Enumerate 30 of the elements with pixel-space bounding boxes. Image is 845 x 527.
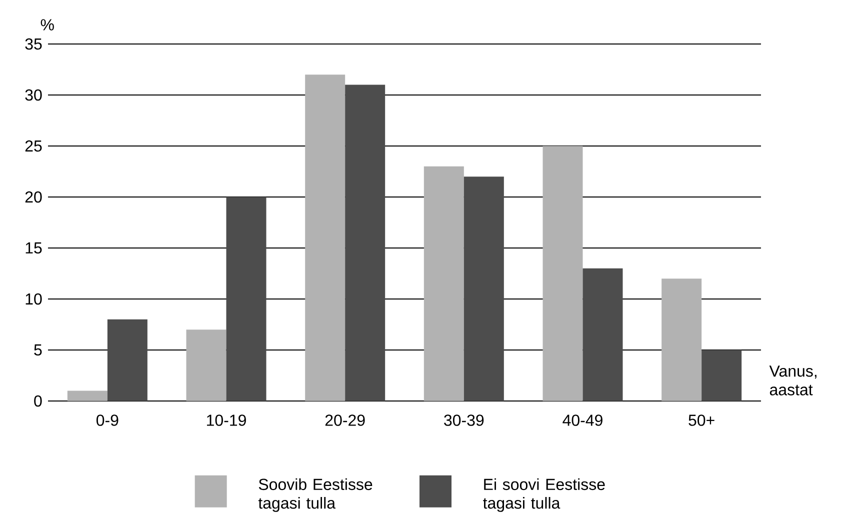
- y-tick-label: 0: [34, 395, 42, 407]
- legend-label: Soovib Eestisse tagasi tulla: [258, 478, 372, 512]
- x-tick-label: 0-9: [96, 414, 118, 426]
- bar: [542, 146, 583, 401]
- y-tick-label: 25: [25, 140, 42, 152]
- bar: [226, 196, 266, 401]
- x-tick-label: 50+: [688, 414, 714, 426]
- bar: [662, 278, 702, 401]
- x-axis-title: Vanus, aastat: [769, 366, 816, 396]
- bar: [186, 330, 226, 401]
- x-tick-label: 30-39: [444, 414, 484, 426]
- y-tick-label: 20: [25, 191, 42, 203]
- bar: [345, 84, 386, 401]
- bar: [702, 350, 742, 401]
- bar: [582, 268, 623, 401]
- y-axis-title: %: [40, 19, 54, 30]
- legend-label: Ei soovi Eestisse tagasi tulla: [483, 478, 605, 512]
- bar: [424, 166, 464, 401]
- y-tick-label: 5: [34, 344, 42, 356]
- y-tick-label: 30: [25, 89, 42, 101]
- bar: [67, 390, 108, 401]
- bar: [107, 319, 148, 401]
- bar: [305, 74, 346, 401]
- y-tick-label: 10: [26, 293, 42, 305]
- bar: [464, 176, 504, 401]
- y-tick-label: 15: [26, 242, 42, 254]
- x-tick-label: 10-19: [207, 414, 246, 426]
- x-tick-label: 40-49: [562, 414, 602, 426]
- y-tick-label: 35: [25, 38, 42, 50]
- x-tick-label: 20-29: [325, 414, 365, 426]
